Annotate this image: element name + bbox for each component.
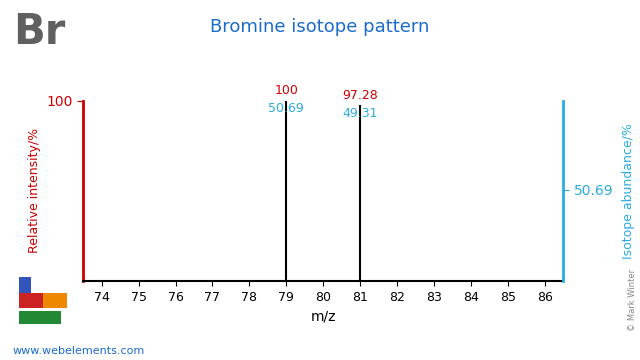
Bar [19, 293, 44, 309]
Bar [19, 277, 31, 293]
Bar [19, 311, 61, 324]
Text: Br: Br [13, 11, 65, 53]
Text: 50.69: 50.69 [268, 102, 304, 115]
Bar [44, 293, 67, 309]
Text: Bromine isotope pattern: Bromine isotope pattern [211, 18, 429, 36]
Text: www.webelements.com: www.webelements.com [13, 346, 145, 356]
Text: © Mark Winter: © Mark Winter [628, 269, 637, 331]
Y-axis label: Isotope abundance/%: Isotope abundance/% [621, 123, 635, 259]
Text: 97.28: 97.28 [342, 89, 378, 102]
Text: 49.31: 49.31 [342, 107, 378, 120]
Text: 100: 100 [275, 84, 298, 97]
Y-axis label: Relative intensity/%: Relative intensity/% [28, 128, 41, 253]
X-axis label: m/z: m/z [310, 309, 336, 323]
